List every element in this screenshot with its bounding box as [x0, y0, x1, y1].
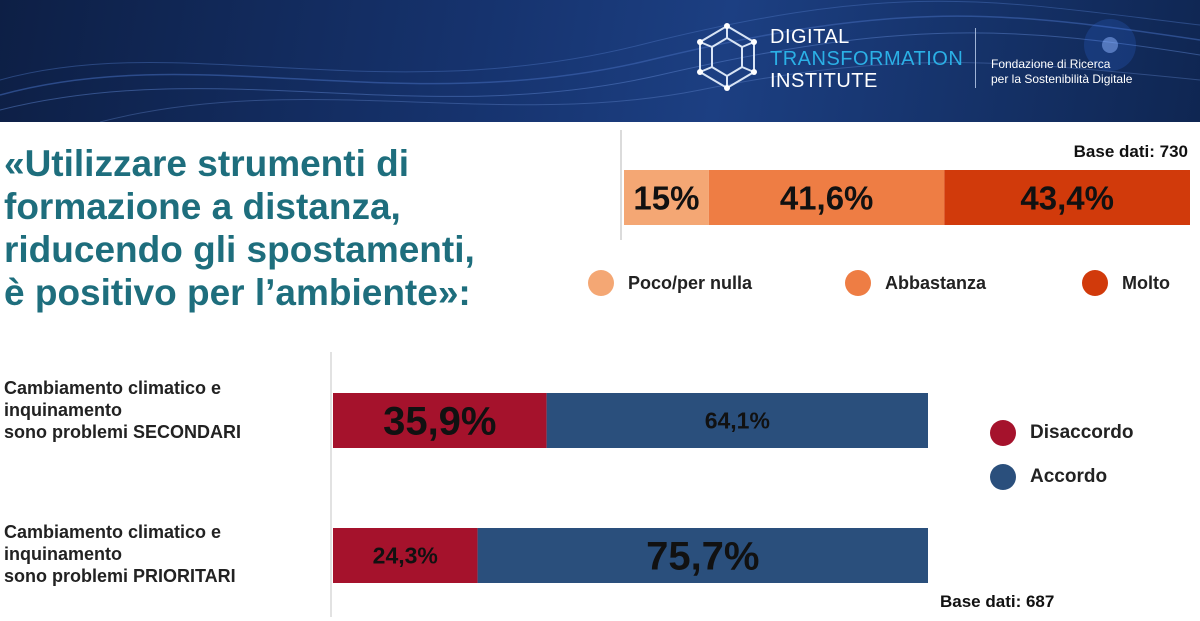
legend-label-molto: Molto	[1122, 272, 1170, 293]
data-label: 41,6%	[780, 180, 874, 217]
row-label-prioritari-line-3: sono problemi PRIORITARI	[4, 566, 236, 586]
brand-name: DIGITAL TRANSFORMATION INSTITUTE	[770, 26, 963, 92]
data-label: 64,1%	[705, 408, 770, 434]
legend-item-molto: Molto	[1082, 270, 1170, 296]
brand-line-2: TRANSFORMATION	[770, 48, 964, 70]
legend-dot-poco	[588, 270, 614, 296]
bar-molto	[944, 170, 1190, 225]
row-label-prioritari-line-1: Cambiamento climatico e	[4, 522, 222, 542]
row-label-secondari: Cambiamento climatico e inquinamento son…	[4, 377, 314, 443]
legend-item-abbastanza: Abbastanza	[845, 270, 986, 296]
legend-item-poco: Poco/per nulla	[588, 270, 752, 296]
base-dati-top: Base dati: 730	[1073, 142, 1188, 161]
headline-line-4: è positivo per l’ambiente»:	[4, 272, 471, 313]
row-label-secondari-line-1: Cambiamento climatico e	[4, 378, 222, 398]
dti-logo-icon	[697, 23, 757, 91]
legend-dot-abbastanza	[845, 270, 871, 296]
bar-disaccordo	[333, 393, 547, 448]
row-label-secondari-line-2: inquinamento	[4, 400, 122, 420]
row-label-secondari-line-3: sono problemi SECONDARI	[4, 422, 242, 442]
wave-background	[0, 0, 1200, 122]
bar-abbastanza	[708, 170, 945, 225]
base-dati-bottom: Base dati: 687	[940, 592, 1055, 611]
row-label-prioritari-line-2: inquinamento	[4, 544, 122, 564]
data-label: 24,3%	[373, 543, 438, 569]
headline-line-2: formazione a distanza,	[4, 186, 401, 227]
brand-subtitle-line-1: Fondazione di Ricerca	[991, 57, 1111, 71]
headline-quote: «Utilizzare strumenti di formazione a di…	[4, 142, 604, 314]
chart-bottom-stacked-bars: 35,9% 64,1% 24,3% 75,7%	[330, 352, 928, 617]
bar-accordo	[546, 393, 928, 448]
legend-label-poco: Poco/per nulla	[628, 272, 753, 293]
brand-subtitle: Fondazione di Ricerca per la Sostenibili…	[991, 57, 1132, 87]
data-label: 43,4%	[1020, 180, 1114, 217]
data-label: 35,9%	[383, 400, 496, 444]
headline-line-3: riducendo gli spostamenti,	[4, 229, 475, 270]
legend-item-accordo: Accordo	[990, 464, 1107, 490]
brand-line-1: DIGITAL	[770, 26, 850, 48]
chart-top-stacked-bar: 15% 41,6% 43,4%	[620, 130, 1190, 240]
bar-accordo	[477, 528, 928, 583]
legend-dot-disaccordo	[990, 420, 1016, 446]
data-label: 15%	[633, 180, 699, 217]
header-banner: DIGITAL TRANSFORMATION INSTITUTE Fondazi…	[0, 0, 1200, 122]
legend-dot-molto	[1082, 270, 1108, 296]
headline-line-1: «Utilizzare strumenti di	[4, 143, 410, 184]
legend-label-disaccordo: Disaccordo	[1030, 422, 1134, 443]
legend-label-accordo: Accordo	[1030, 466, 1108, 487]
row-label-prioritari: Cambiamento climatico e inquinamento son…	[4, 521, 314, 587]
bar-disaccordo	[333, 528, 478, 583]
data-label: 75,7%	[646, 535, 759, 579]
legend-dot-accordo	[990, 464, 1016, 490]
brand-divider	[975, 28, 976, 88]
bar-poco-per-nulla	[624, 170, 709, 225]
brand-subtitle-line-2: per la Sostenibilità Digitale	[991, 72, 1133, 86]
legend-item-disaccordo: Disaccordo	[990, 420, 1133, 446]
legend-label-abbastanza: Abbastanza	[885, 272, 987, 293]
brand-line-3: INSTITUTE	[770, 70, 878, 92]
